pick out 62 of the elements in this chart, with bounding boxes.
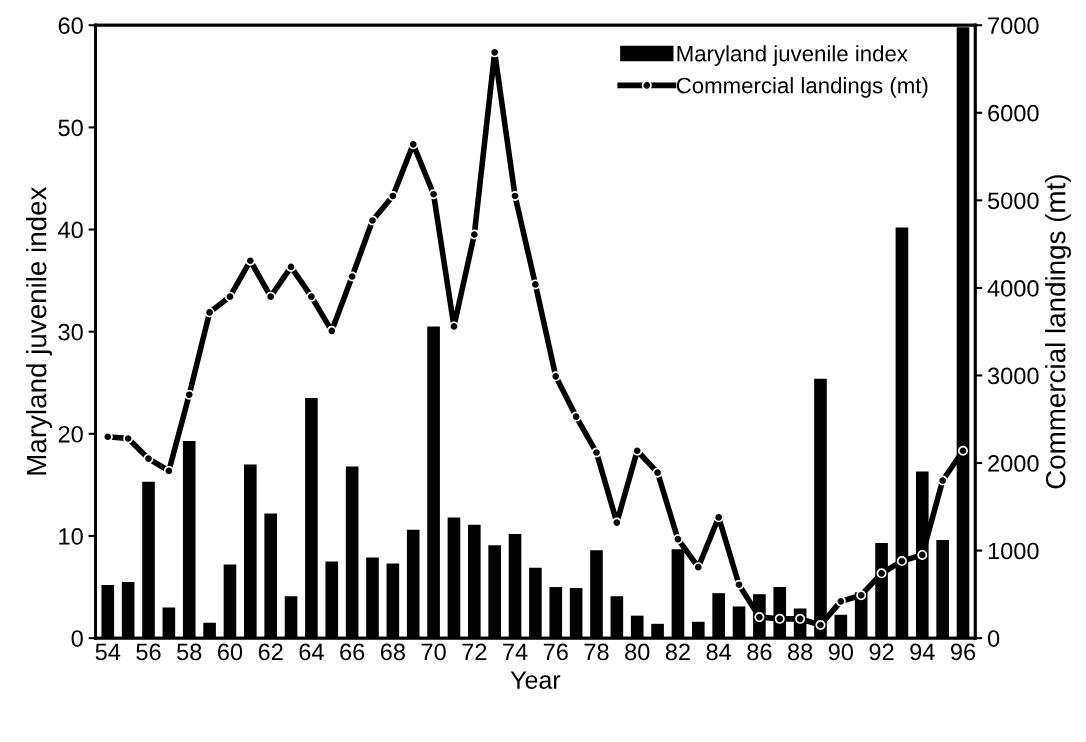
point [917,549,928,560]
x-tick-label: 74 [503,643,528,661]
point [734,579,745,590]
x-tick-label: 82 [665,643,690,661]
point [224,291,235,302]
y-tick-label: 20 [58,425,83,443]
y2-tick-label: 0 [987,630,1000,647]
point [326,325,337,336]
x-tick-label: 84 [706,643,732,661]
x-tick-label: 64 [299,643,324,661]
point [835,596,846,607]
x-tick-label: 80 [625,643,650,661]
y-axis-title: Maryland juvenile index [26,186,52,475]
y2-tick-label: 3000 [987,367,1039,385]
x-tick-label: 68 [380,643,405,661]
x-tick-label: 78 [584,643,609,661]
x-tick-label: 72 [462,643,487,661]
point [367,215,378,226]
point [652,467,663,478]
y-tick-label: 60 [58,17,83,35]
x-tick-label: 94 [910,643,935,661]
x-tick-label: 86 [747,643,772,661]
point [876,568,887,579]
x-tick-label: 96 [950,643,976,661]
y2-tick-label: 2000 [988,455,1039,472]
y2-tick-label: 5000 [987,192,1039,210]
x-axis-title: Year [510,671,561,689]
y2-axis-title: Commercial landings (mt) [1045,175,1071,489]
x-tick-label: 58 [177,643,202,661]
point [306,291,317,302]
x-tick-label: 60 [218,643,243,661]
y-tick-label: 10 [59,528,83,545]
x-tick-label: 88 [788,643,813,661]
y-tick-label: 30 [58,323,83,341]
point [163,465,174,476]
x-tick-label: 56 [136,643,161,661]
point [591,447,602,458]
point [856,590,867,601]
x-tick-label: 54 [95,643,121,661]
x-tick-label: 76 [543,643,568,661]
point [958,445,969,456]
y2-tick-label: 6000 [988,104,1039,122]
y-tick-label: 0 [71,630,83,647]
y-tick-label: 50 [58,119,83,137]
point [143,453,154,464]
y2-tick-label: 1000 [988,542,1039,560]
y2-tick-label: 7000 [988,17,1039,35]
x-tick-label: 70 [421,643,446,661]
point [774,613,785,624]
point [815,619,826,630]
point [693,562,704,573]
legend-label: Maryland juvenile index [677,45,908,66]
point [387,190,398,201]
y2-tick-label: 4000 [987,279,1039,297]
point [571,411,582,422]
point [896,556,907,567]
x-tick-label: 66 [340,643,365,661]
x-tick-label: 92 [869,643,894,661]
x-tick-label: 62 [258,643,283,661]
y-tick-label: 40 [58,221,83,239]
legend-label: Commercial landings (mt) [676,77,928,98]
x-tick-label: 90 [828,643,854,661]
